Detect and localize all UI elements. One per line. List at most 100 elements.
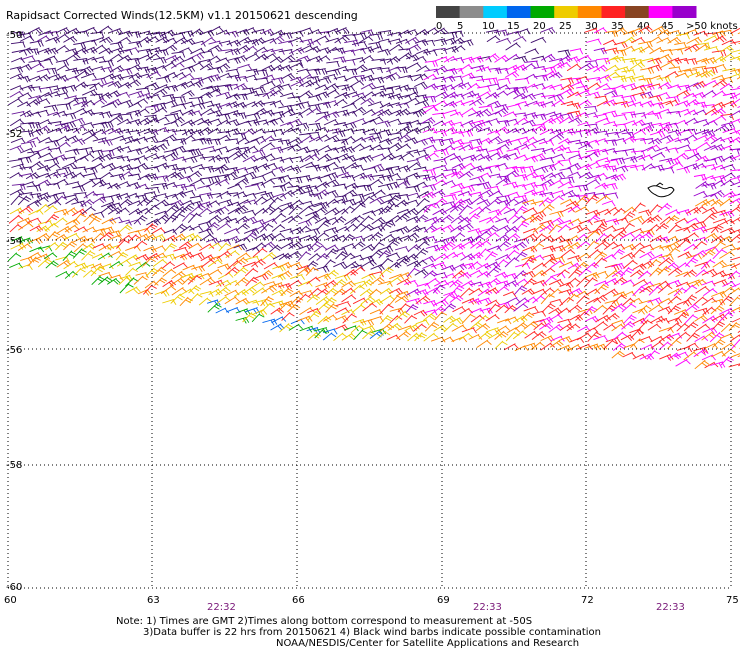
wind-barb-feather [656, 204, 663, 209]
wind-barb [467, 228, 480, 233]
wind-barb-feather [485, 149, 490, 155]
wind-barb-feather [181, 191, 187, 197]
wind-barb-feather [235, 228, 240, 234]
wind-barb-feather [505, 177, 511, 183]
wind-barb-feather [26, 111, 32, 117]
legend-label-0: 0 [436, 21, 442, 32]
wind-barb-feather [234, 101, 240, 107]
wind-barb-feather [297, 242, 304, 247]
wind-barb [45, 36, 58, 42]
wind-barb-feather [406, 144, 412, 149]
wind-barb [225, 93, 238, 100]
wind-barb [730, 73, 740, 78]
wind-barb-feather [299, 63, 304, 69]
wind-barb [432, 164, 446, 170]
wind-barb-feather [657, 215, 663, 220]
wind-barb [710, 115, 724, 123]
wind-barb [143, 135, 156, 141]
legend-label-30: 30 [585, 21, 598, 32]
wind-barb-feather [405, 109, 411, 114]
wind-barb-feather [638, 48, 643, 54]
wind-barb-feather [697, 153, 703, 159]
wind-barb-feather [305, 123, 310, 129]
wind-barb [200, 85, 213, 91]
wind-barb [647, 214, 659, 223]
wind-barb [152, 143, 165, 151]
wind-barb [379, 233, 392, 242]
wind-barb-feather [135, 149, 140, 156]
legend-swatch [625, 6, 650, 18]
wind-barb-feather [237, 184, 243, 190]
wind-barb [299, 190, 313, 195]
wind-barb [693, 174, 706, 177]
wind-barb-feather [419, 74, 424, 81]
wind-barb-feather [728, 146, 734, 152]
wind-barb-feather [405, 180, 411, 186]
wind-barb [478, 137, 490, 144]
wind-barb-feather [322, 207, 328, 212]
wind-barb-feather [137, 230, 142, 237]
wind-barb-feather [19, 189, 25, 195]
wind-barb-feather [208, 63, 214, 69]
wind-barb-feather [324, 155, 330, 161]
wind-barb [449, 100, 463, 107]
wind-barb-feather [298, 103, 302, 110]
wind-barb-feather [424, 94, 429, 101]
wind-barb-feather [136, 41, 140, 48]
wind-barb [225, 68, 238, 72]
wind-barb [71, 117, 83, 123]
wind-barb-feather [389, 58, 394, 65]
wind-barb [251, 28, 265, 33]
wind-barb-feather [576, 172, 582, 178]
wind-barb-feather [360, 174, 365, 180]
wind-barb [280, 54, 292, 63]
wind-barb [686, 206, 699, 214]
wind-barb [272, 193, 284, 198]
wind-barb [119, 48, 131, 53]
wind-barb [125, 219, 139, 225]
wind-barb-feather [208, 201, 213, 208]
wind-barb [369, 132, 381, 135]
wind-barb [54, 195, 63, 205]
wind-barb-feather [143, 98, 149, 104]
wind-barb-feather [378, 116, 384, 122]
wind-barb [569, 48, 582, 52]
wind-barb [585, 139, 597, 145]
wind-barb [594, 182, 606, 189]
wind-barb [424, 68, 438, 72]
wind-barb [529, 214, 540, 223]
wind-barb-feather [487, 86, 491, 92]
wind-barb-feather [711, 213, 717, 218]
wind-barb [243, 74, 256, 79]
wind-barb-feather [331, 191, 336, 197]
wind-barb-feather [532, 137, 538, 142]
wind-barb-feather [101, 32, 105, 38]
wind-barb-feather [106, 112, 111, 118]
wind-barb [567, 171, 579, 177]
wind-barb-feather [692, 244, 698, 249]
wind-barb [298, 107, 311, 116]
wind-barb [46, 127, 60, 134]
wind-barb-feather [670, 167, 675, 174]
wind-barb [729, 197, 740, 205]
wind-barb-feather [404, 213, 410, 219]
wind-barb [217, 84, 232, 87]
wind-barb-feather [406, 194, 410, 201]
wind-barb-feather [559, 94, 564, 100]
wind-barb-feather [261, 149, 266, 156]
wind-barb [586, 174, 600, 180]
wind-barb [19, 35, 32, 42]
wind-barb-feather [108, 164, 114, 170]
wind-barb-feather [395, 144, 401, 150]
wind-barb [730, 233, 740, 243]
wind-barb-feather [647, 25, 653, 31]
wind-barb-feather [720, 144, 725, 150]
wind-barb [539, 219, 552, 225]
wind-barb-feather [137, 167, 141, 173]
wind-barb [206, 88, 219, 96]
wind-barb-feather [244, 76, 248, 83]
wind-barb [450, 82, 464, 90]
wind-barb [638, 154, 651, 161]
wind-barb [667, 84, 679, 90]
wind-barb-feather [577, 117, 583, 123]
